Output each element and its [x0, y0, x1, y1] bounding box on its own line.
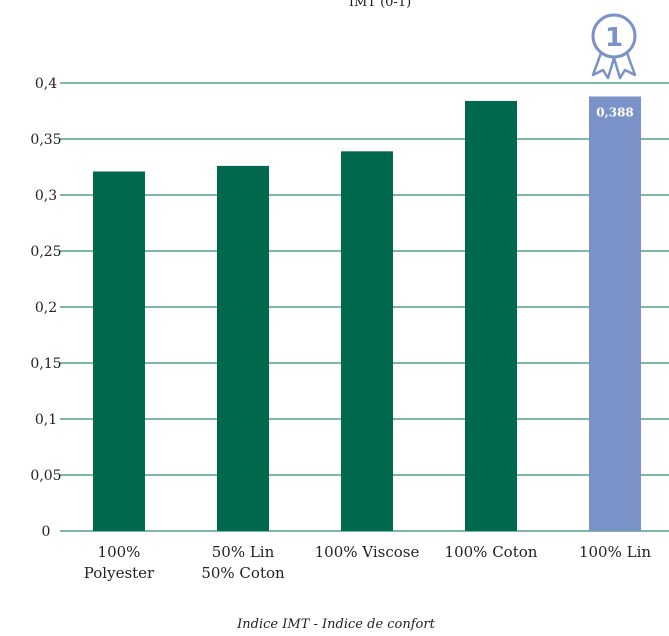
chart-title: IMT (0-1): [349, 0, 411, 10]
bar: [217, 165, 269, 531]
category-label: 100% Viscose: [315, 543, 420, 561]
bar: [465, 100, 517, 532]
y-tick-label: 0,4: [35, 76, 57, 92]
bars: 0,388: [93, 96, 641, 532]
y-tick-label: 0,05: [30, 468, 61, 484]
award-ribbon-icon: 1: [591, 13, 637, 80]
category-label: 100% Lin: [579, 543, 651, 561]
y-tick-label: 0,1: [35, 412, 57, 428]
category-label: 100% Coton: [445, 543, 538, 561]
bar: [341, 151, 393, 531]
category-label: 100% Polyester: [84, 543, 155, 582]
badge-number: 1: [605, 23, 623, 53]
category-labels: 100% Polyester 50% Lin 50% Coton 100% Viscos…: [84, 543, 652, 582]
y-tick-label: 0: [42, 524, 51, 540]
y-tick-label: 0,25: [30, 244, 61, 260]
category-label: 50% Lin 50% Coton: [201, 543, 285, 582]
bar: [93, 171, 145, 532]
y-tick-label: 0,2: [35, 300, 57, 316]
y-axis-ticks: 0 0,05 0,1 0,15 0,2 0,25 0,3 0,35 0,4: [30, 76, 61, 540]
y-tick-label: 0,3: [35, 188, 57, 204]
y-tick-label: 0,15: [30, 356, 61, 372]
data-label: 0,388: [596, 105, 634, 119]
bar: [589, 96, 641, 531]
y-tick-label: 0,35: [30, 132, 61, 148]
chart-caption: Indice IMT - Indice de confort: [236, 617, 435, 632]
